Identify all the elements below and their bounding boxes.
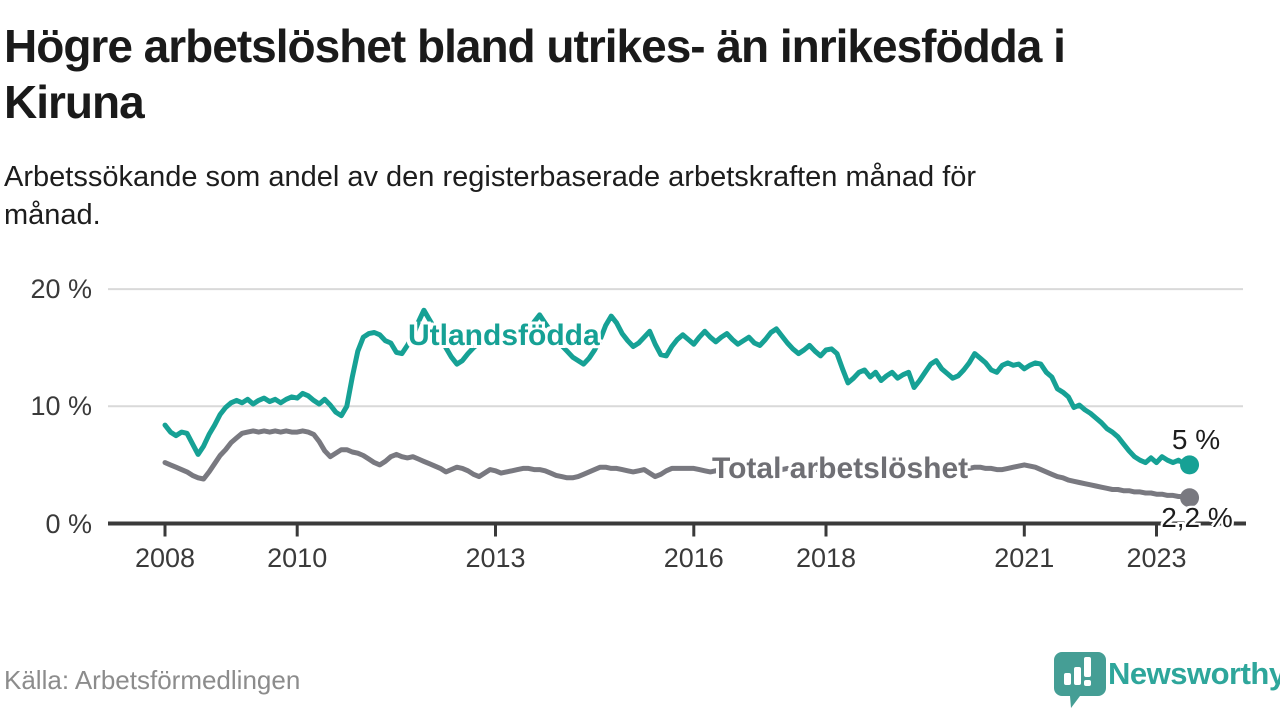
series-line-0 (162, 307, 1192, 468)
end-value-utlandsfodda: 5 % (1171, 424, 1221, 455)
newsworthy-logo: Newsworthy (1052, 648, 1280, 710)
x-tick-label-2023: 2023 (1126, 543, 1187, 573)
series-label-utlandsfodda: Utlandsfödda (408, 319, 600, 352)
exclamation-bar (1084, 657, 1091, 677)
source-attribution: Källa: Arbetsförmedlingen (4, 665, 301, 695)
series-line-1 (162, 428, 1192, 501)
y-tick-label-0: 0 % (45, 508, 92, 539)
newsworthy-bubble-icon (1054, 652, 1106, 708)
y-tick-label-20: 20 % (30, 274, 92, 305)
x-tick-label-2016: 2016 (663, 543, 724, 573)
subtitle-line-1: Arbetssökande som andel av den registerb… (4, 161, 977, 193)
end-value-total: 2,2 % (1161, 502, 1233, 533)
bar-1 (1064, 673, 1071, 685)
x-tick-label-2018: 2018 (795, 543, 857, 573)
x-tick-label-2008: 2008 (134, 543, 196, 573)
subtitle: Arbetssökande som andel av den registerb… (4, 158, 976, 234)
x-tick-label-2010: 2010 (267, 543, 328, 573)
title-line-1: Högre arbetslöshet bland utrikes- än inr… (4, 20, 1066, 72)
y-tick-label-10: 10 % (30, 391, 92, 422)
series-label-total: Total arbetslöshet (712, 452, 969, 485)
x-tick-label-2021: 2021 (994, 543, 1055, 573)
x-tick-label-2013: 2013 (465, 543, 526, 573)
subtitle-line-2: månad. (4, 199, 101, 231)
title-line-2: Kiruna (4, 76, 145, 128)
newsworthy-wordmark: Newsworthy (1108, 656, 1280, 691)
end-dot-0 (1180, 455, 1200, 475)
exclamation-dot (1084, 680, 1091, 686)
bar-2 (1074, 667, 1081, 685)
page-title: Högre arbetslöshet bland utrikes- än inr… (4, 18, 1066, 130)
